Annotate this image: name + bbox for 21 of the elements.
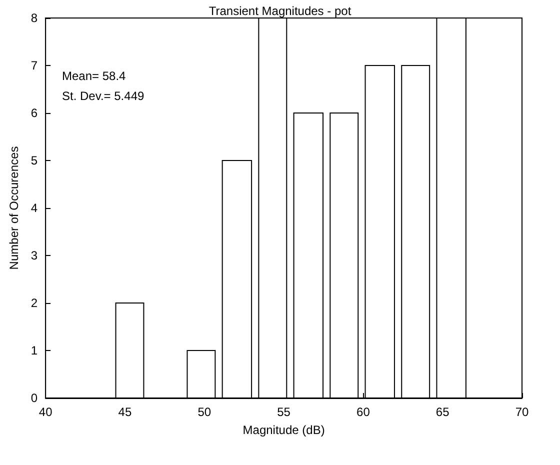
x-tick-label: 55 bbox=[277, 405, 291, 419]
y-tick-label: 8 bbox=[30, 11, 38, 25]
y-tick-label: 0 bbox=[30, 391, 38, 405]
y-tick-label: 3 bbox=[30, 248, 38, 262]
annotation: Mean= 58.4 bbox=[62, 69, 126, 83]
x-tick-label: 70 bbox=[515, 405, 529, 419]
x-tick-label: 40 bbox=[38, 405, 53, 419]
x-axis-title: Magnitude (dB) bbox=[242, 423, 325, 437]
y-tick-label: 1 bbox=[30, 344, 38, 358]
x-tick-label: 45 bbox=[118, 405, 132, 419]
x-tick-label: 50 bbox=[198, 405, 212, 419]
y-tick-label: 7 bbox=[30, 58, 38, 72]
x-tick-label: 65 bbox=[436, 405, 450, 419]
x-tick-label: 60 bbox=[356, 405, 370, 419]
y-tick-label: 4 bbox=[30, 201, 38, 215]
y-tick-label: 6 bbox=[30, 106, 38, 120]
y-tick-label: 5 bbox=[30, 154, 38, 168]
y-tick-label: 2 bbox=[30, 296, 38, 310]
annotation: St. Dev.= 5.449 bbox=[62, 89, 144, 103]
y-axis-title: Number of Occurences bbox=[7, 146, 21, 270]
chart-title: Transient Magnitudes - pot bbox=[208, 4, 352, 18]
